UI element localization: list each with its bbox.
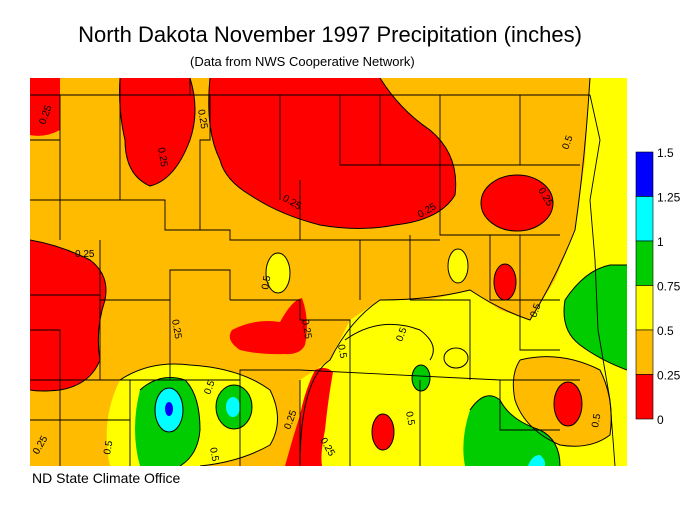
contour-label: 0.5 bbox=[590, 412, 603, 428]
band-fill-0-to-0-25 bbox=[208, 78, 456, 229]
band-fill-0-to-0-25 bbox=[494, 264, 516, 300]
band-fill-0-to-0-25 bbox=[119, 78, 195, 186]
legend-label: 0 bbox=[657, 413, 664, 427]
contour-label: 0.5 bbox=[202, 379, 217, 396]
band-fill-0-to-0-25 bbox=[481, 175, 553, 231]
band-fill-0-to-0-25 bbox=[285, 367, 333, 466]
band-fill-0-75-to-1 bbox=[412, 365, 430, 391]
contour-label: 0.5 bbox=[260, 274, 273, 290]
legend-label: 1.5 bbox=[657, 146, 674, 160]
contour-label: 0.5 bbox=[528, 302, 543, 319]
map-title: North Dakota November 1997 Precipitation… bbox=[78, 22, 582, 47]
contour-label: 0.25 bbox=[75, 249, 95, 260]
band-fill-0-75-to-1 bbox=[463, 395, 560, 466]
legend-label: 1 bbox=[657, 235, 664, 249]
legend-label: 0.5 bbox=[657, 324, 674, 338]
band-fill-0-to-0-25 bbox=[30, 78, 60, 136]
contour-label: 0.25 bbox=[195, 109, 209, 131]
band-fill-0-5-to-0-75 bbox=[448, 249, 468, 283]
legend-label: 0.75 bbox=[657, 280, 681, 294]
footer-credit: ND State Climate Office bbox=[32, 470, 181, 486]
color-legend: 1.5 1.25 1 0.75 0.5 0.25 0 bbox=[635, 146, 681, 427]
band-fill-0-75-to-1 bbox=[564, 265, 627, 370]
contour-label: 0.5 bbox=[394, 326, 409, 343]
legend-swatch bbox=[635, 329, 654, 375]
legend-swatch bbox=[635, 285, 654, 331]
legend-swatch bbox=[635, 196, 654, 242]
band-fill-1-to-1-25 bbox=[528, 455, 546, 466]
band-fill-0-5-to-0-75 bbox=[444, 348, 468, 368]
band-fill-0-to-0-25 bbox=[30, 240, 106, 391]
band-fill-0-to-0-25 bbox=[372, 414, 394, 450]
contour-label: 0.25 bbox=[169, 319, 183, 341]
contour-label: 0.5 bbox=[335, 344, 348, 360]
legend-swatch bbox=[635, 374, 654, 420]
legend-label: 1.25 bbox=[657, 191, 681, 205]
contour-label: 0.5 bbox=[403, 411, 416, 427]
map-subtitle: (Data from NWS Cooperative Network) bbox=[190, 54, 415, 69]
contour-label: 0.5 bbox=[102, 439, 115, 455]
legend-swatch bbox=[635, 240, 654, 286]
legend-label: 0.25 bbox=[657, 369, 681, 383]
contour-label: 0.25 bbox=[155, 147, 169, 169]
contour-lines bbox=[30, 78, 627, 466]
legend-swatch bbox=[635, 151, 654, 197]
band-fill-0-to-0-25 bbox=[554, 382, 582, 426]
contour-label: 0.25 bbox=[299, 319, 313, 341]
contour-fills bbox=[30, 78, 627, 466]
band-fill-0-5-to-0-75 bbox=[345, 324, 434, 365]
band-fill-0-5-to-0-75 bbox=[266, 253, 290, 293]
contour-label: 0.5 bbox=[560, 134, 575, 151]
band-fill-1-to-1-25 bbox=[226, 397, 240, 417]
band-fill-0-to-0-25 bbox=[229, 298, 307, 355]
contour-label: 0.5 bbox=[207, 447, 220, 463]
band-fill-1-25-to-1-5 bbox=[165, 402, 173, 416]
